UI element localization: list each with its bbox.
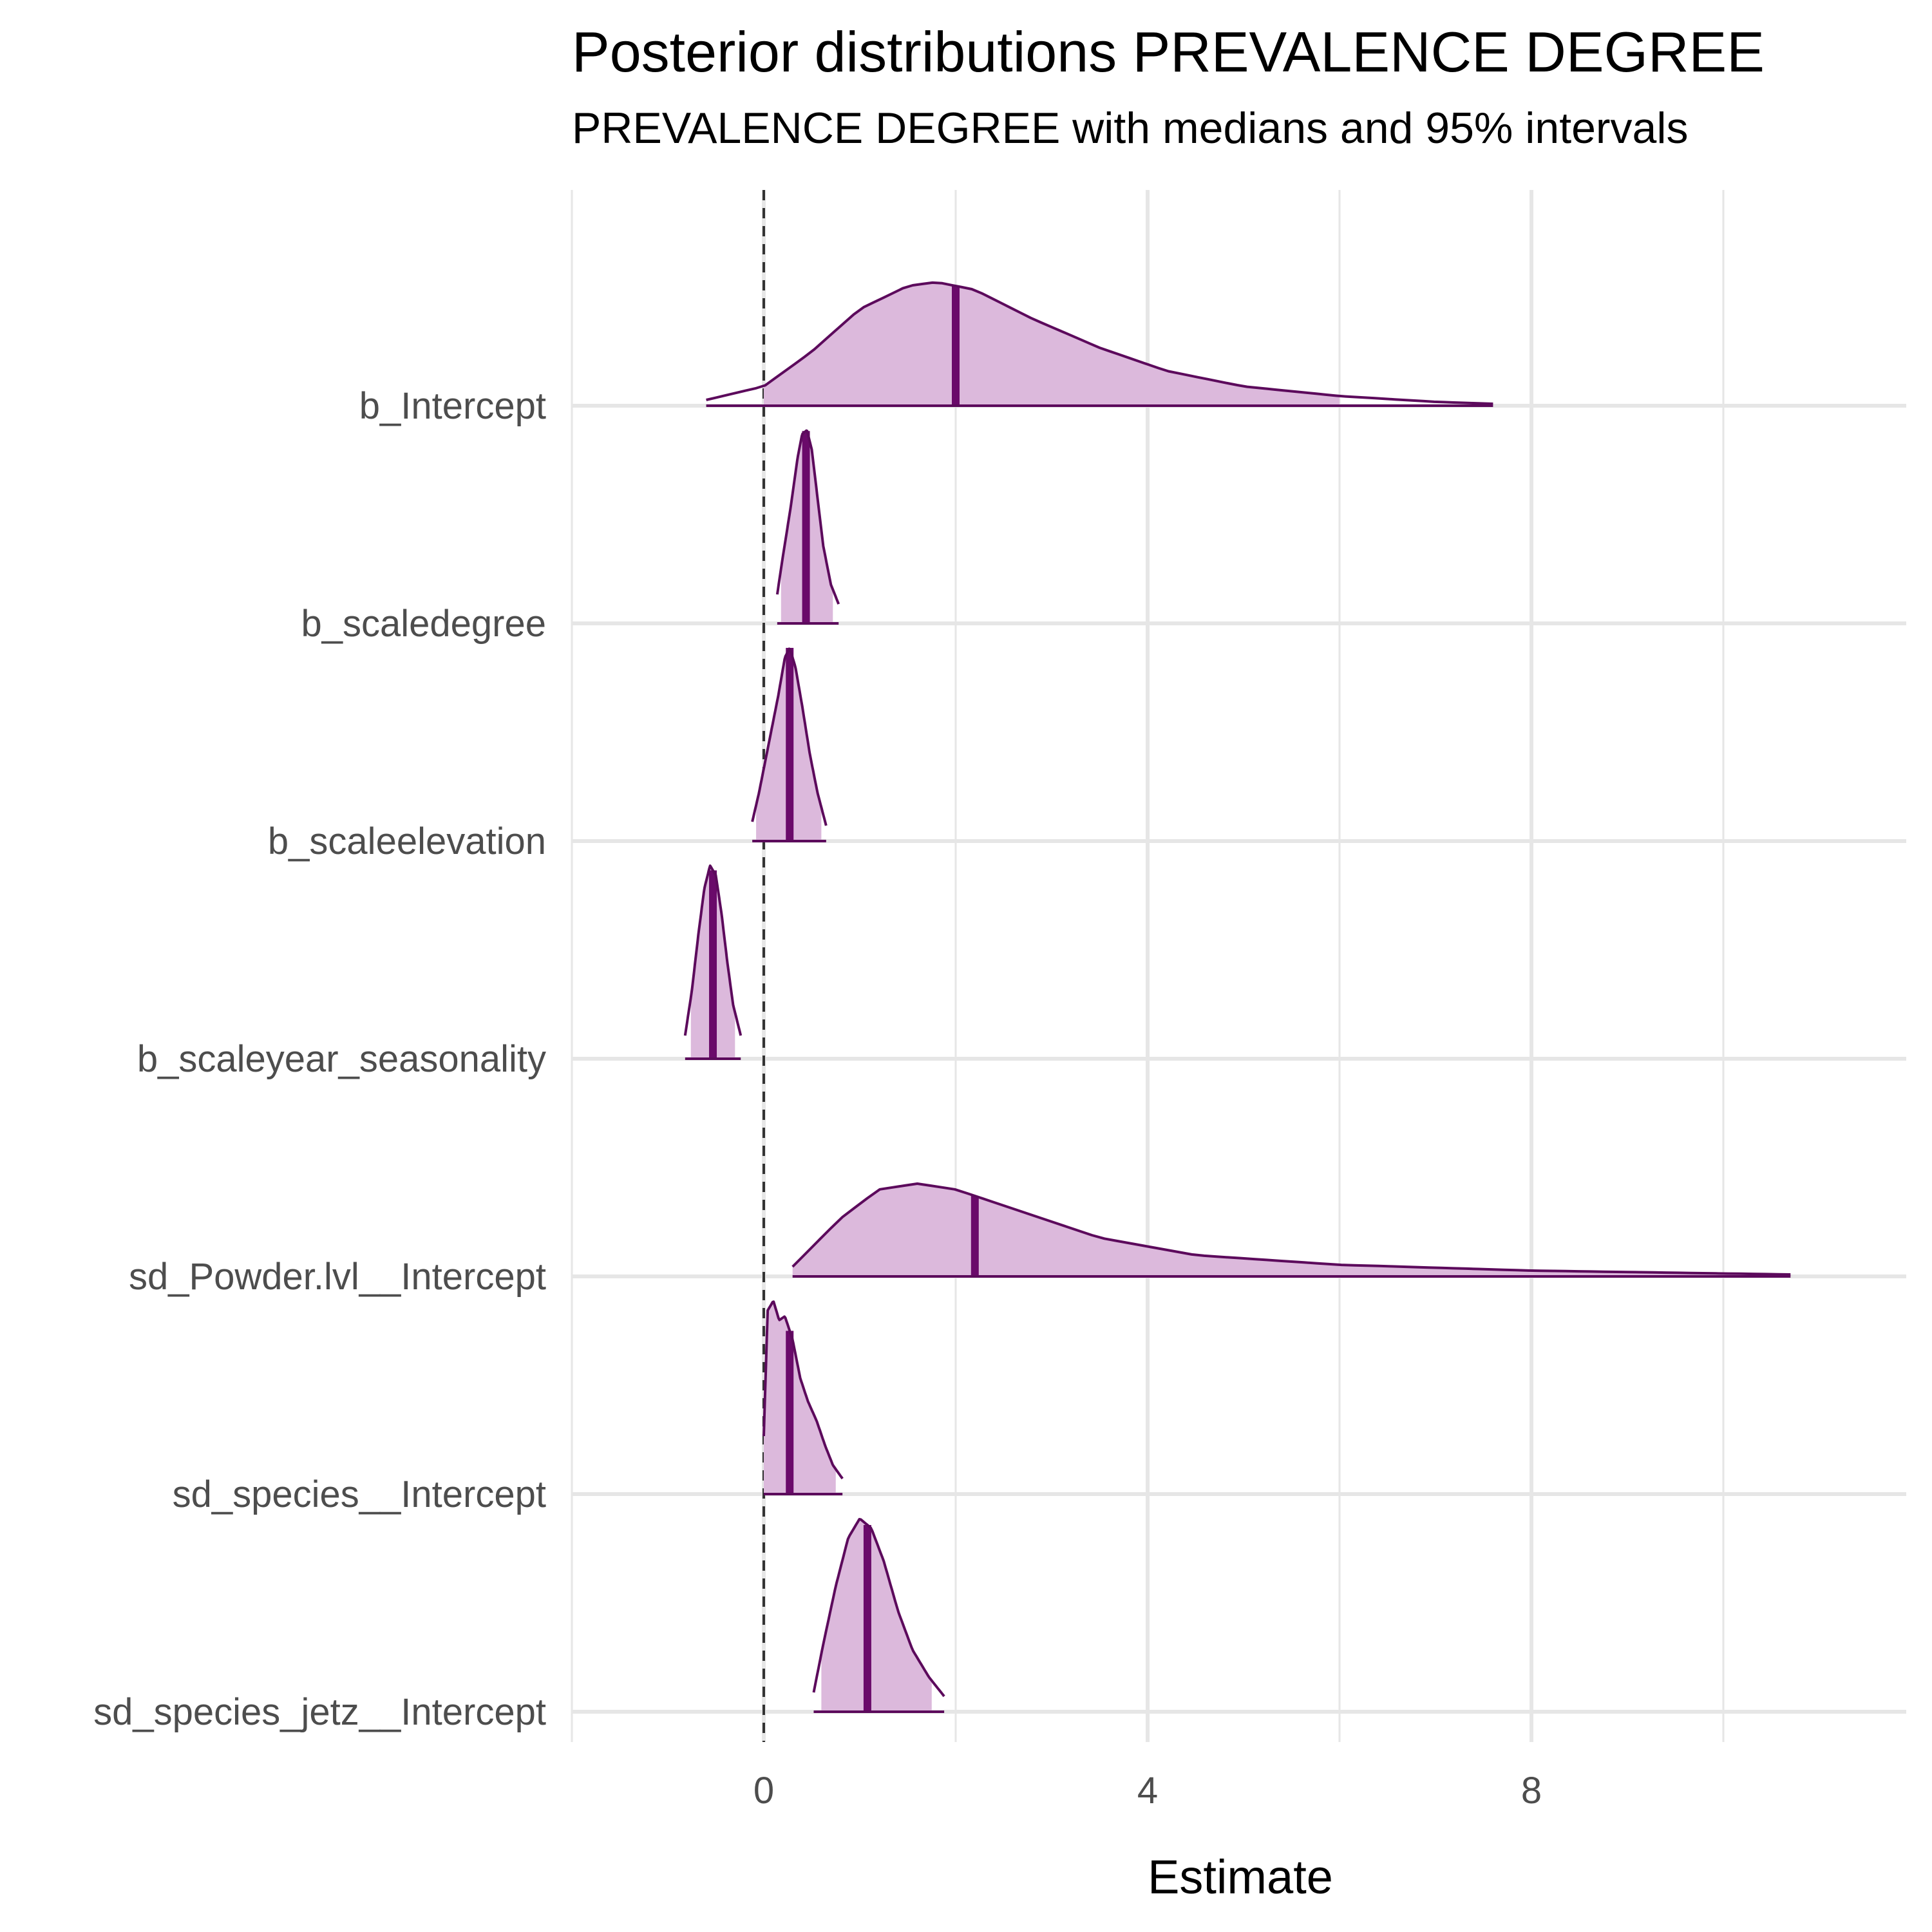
y-tick-label: sd_species__Intercept [173, 1473, 546, 1515]
interval-fill [792, 1184, 1791, 1276]
y-tick-label: sd_species_jetz__Intercept [93, 1691, 546, 1733]
x-tick-label: 4 [1137, 1770, 1158, 1812]
interval-fill [821, 1519, 932, 1712]
y-tick-label: b_Intercept [359, 385, 546, 427]
ridge-sd-species-jetz-intercept [812, 1518, 945, 1713]
y-tick-label: b_scaledegree [301, 603, 546, 645]
ridge-b-scaledegree [775, 429, 840, 625]
interval-fill [764, 1302, 836, 1494]
density-outline [751, 647, 828, 826]
ridge-sd-powder-lvl-intercept [791, 1182, 1791, 1278]
x-tick-label: 0 [753, 1770, 774, 1812]
density-outline [791, 1182, 1791, 1276]
y-tick-label: b_scaleyear_seasonality [137, 1038, 546, 1080]
ridge-sd-species-intercept [762, 1300, 844, 1495]
ridge-b-scaleyear-seasonality [683, 864, 743, 1060]
x-axis-title: Estimate [1148, 1850, 1333, 1904]
ridge-layer [683, 281, 1791, 1713]
density-outline [706, 281, 1493, 405]
label-layer: 0 4 8 b_Intercept b_scaledegree b_scaleelevat… [93, 385, 1542, 1812]
density-outline [762, 1300, 844, 1480]
grid-layer [571, 190, 1906, 1742]
y-tick-label: sd_Powder.lvl__Intercept [129, 1256, 546, 1298]
y-tick-label: b_scaleelevation [268, 820, 546, 862]
density-outline [683, 864, 743, 1036]
ridge-b-scaleelevation [751, 647, 828, 842]
ridge-b-intercept [706, 281, 1493, 407]
density-outline [775, 429, 840, 605]
density-outline [812, 1518, 945, 1698]
chart-subtitle: PREVALENCE DEGREE with medians and 95% i… [572, 104, 1689, 153]
x-tick-label: 8 [1521, 1770, 1542, 1812]
interval-fill [764, 282, 1340, 406]
chart-title: Posterior distributions PREVALENCE DEGRE… [572, 20, 1765, 84]
